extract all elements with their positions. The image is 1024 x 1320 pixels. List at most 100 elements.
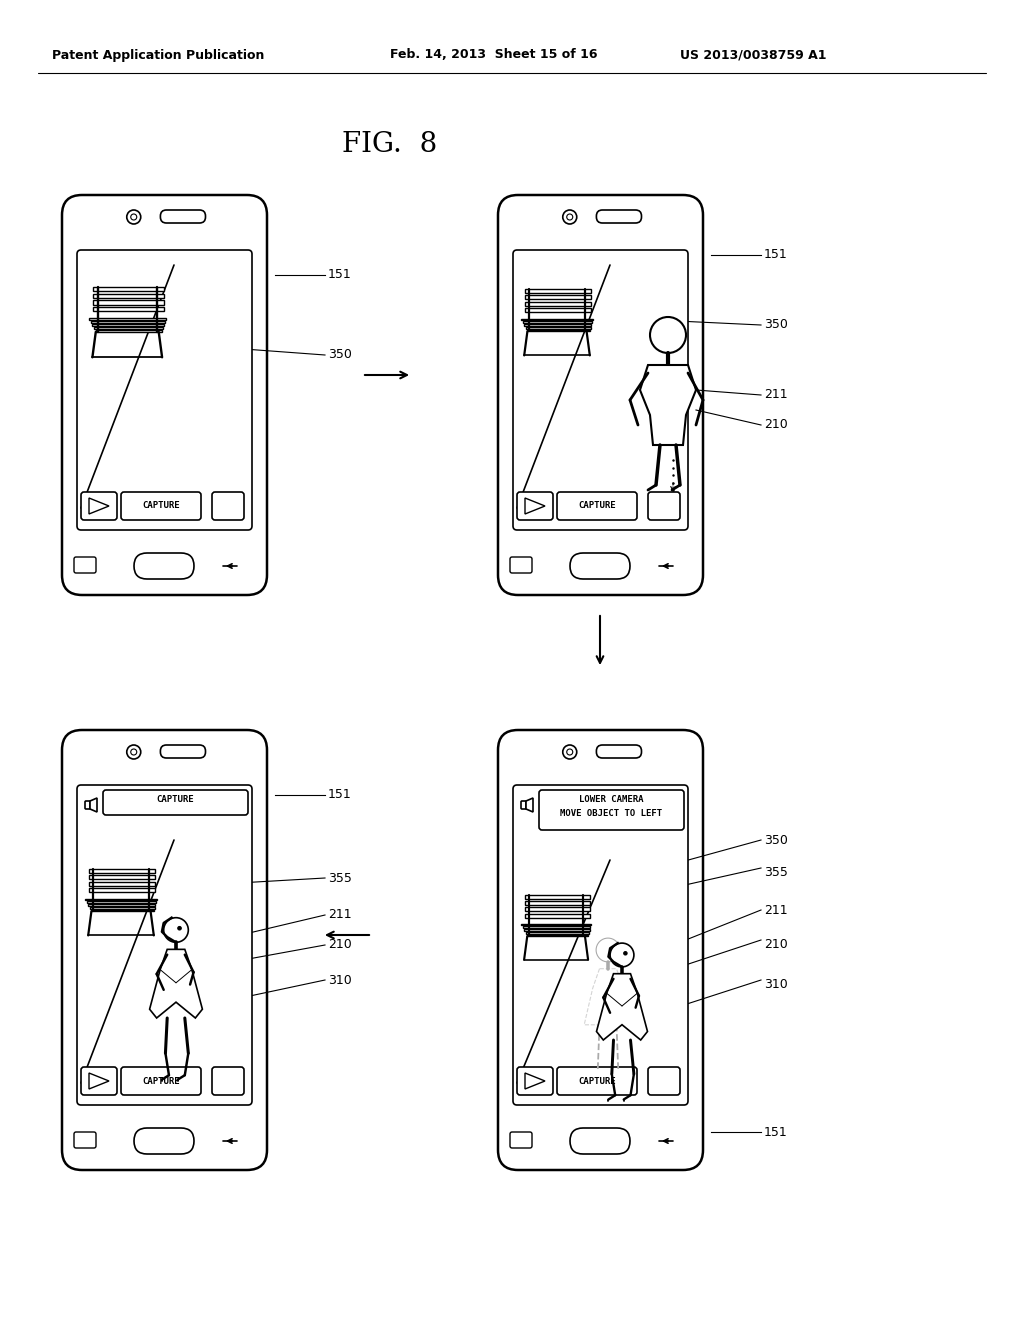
FancyBboxPatch shape [517, 1067, 553, 1096]
Circle shape [610, 942, 634, 966]
Text: LOWER CAMERA: LOWER CAMERA [580, 795, 644, 804]
FancyBboxPatch shape [77, 785, 252, 1105]
FancyBboxPatch shape [517, 492, 553, 520]
Text: 350: 350 [328, 348, 352, 362]
FancyBboxPatch shape [648, 1067, 680, 1096]
Polygon shape [87, 902, 157, 903]
FancyBboxPatch shape [513, 249, 688, 531]
FancyBboxPatch shape [161, 210, 206, 223]
FancyBboxPatch shape [596, 744, 641, 758]
Polygon shape [89, 318, 166, 319]
Polygon shape [525, 1073, 545, 1089]
Polygon shape [525, 902, 590, 906]
Polygon shape [89, 882, 156, 886]
Polygon shape [525, 289, 592, 293]
Polygon shape [525, 296, 592, 300]
Polygon shape [525, 327, 591, 329]
Circle shape [566, 748, 572, 755]
Circle shape [563, 744, 577, 759]
Polygon shape [525, 932, 589, 933]
FancyBboxPatch shape [62, 730, 267, 1170]
Polygon shape [96, 330, 162, 331]
FancyBboxPatch shape [121, 1067, 201, 1096]
FancyBboxPatch shape [81, 1067, 117, 1096]
Text: FIG.  8: FIG. 8 [342, 132, 437, 158]
FancyBboxPatch shape [212, 492, 244, 520]
Polygon shape [94, 327, 163, 329]
Polygon shape [522, 927, 591, 928]
Polygon shape [524, 325, 592, 326]
Polygon shape [88, 904, 156, 906]
Text: 151: 151 [328, 268, 352, 281]
Text: 350: 350 [764, 318, 787, 331]
Polygon shape [524, 929, 590, 931]
Text: 151: 151 [328, 788, 352, 801]
FancyBboxPatch shape [74, 557, 96, 573]
FancyBboxPatch shape [74, 1133, 96, 1148]
Polygon shape [93, 286, 164, 290]
Polygon shape [526, 799, 534, 812]
FancyBboxPatch shape [521, 801, 526, 809]
Polygon shape [89, 498, 109, 513]
Text: 210: 210 [764, 939, 787, 952]
Polygon shape [527, 330, 590, 331]
FancyBboxPatch shape [121, 492, 201, 520]
Circle shape [624, 952, 627, 954]
Text: Patent Application Publication: Patent Application Publication [52, 49, 264, 62]
Circle shape [164, 917, 188, 942]
Polygon shape [527, 935, 588, 936]
FancyBboxPatch shape [134, 1129, 194, 1154]
Polygon shape [525, 308, 592, 313]
Polygon shape [522, 321, 592, 323]
FancyBboxPatch shape [212, 1067, 244, 1096]
Polygon shape [90, 799, 97, 812]
Circle shape [131, 214, 137, 220]
Circle shape [127, 744, 140, 759]
FancyBboxPatch shape [498, 730, 703, 1170]
Polygon shape [89, 888, 156, 892]
Text: CAPTURE: CAPTURE [579, 502, 615, 511]
Circle shape [596, 939, 620, 962]
FancyBboxPatch shape [498, 195, 703, 595]
Text: 210: 210 [328, 939, 352, 952]
Text: 350: 350 [764, 833, 787, 846]
FancyBboxPatch shape [570, 553, 630, 579]
Polygon shape [89, 1073, 109, 1089]
Text: MOVE OBJECT TO LEFT: MOVE OBJECT TO LEFT [560, 808, 663, 817]
Polygon shape [525, 895, 590, 899]
FancyBboxPatch shape [539, 789, 684, 830]
Circle shape [127, 210, 140, 224]
Polygon shape [93, 301, 164, 305]
Polygon shape [92, 325, 164, 326]
FancyBboxPatch shape [510, 557, 532, 573]
FancyBboxPatch shape [557, 1067, 637, 1096]
Polygon shape [93, 293, 164, 298]
Polygon shape [91, 909, 154, 911]
Text: 211: 211 [328, 908, 351, 921]
Text: 355: 355 [328, 871, 352, 884]
Polygon shape [89, 875, 156, 879]
Polygon shape [521, 924, 591, 925]
Text: CAPTURE: CAPTURE [579, 1077, 615, 1085]
Text: CAPTURE: CAPTURE [142, 502, 180, 511]
Text: CAPTURE: CAPTURE [142, 1077, 180, 1085]
Circle shape [563, 210, 577, 224]
Circle shape [566, 214, 572, 220]
Text: Feb. 14, 2013  Sheet 15 of 16: Feb. 14, 2013 Sheet 15 of 16 [390, 49, 597, 62]
Text: 151: 151 [764, 1126, 787, 1138]
Polygon shape [521, 318, 593, 321]
Text: CAPTURE: CAPTURE [157, 795, 195, 804]
FancyBboxPatch shape [161, 744, 206, 758]
FancyBboxPatch shape [134, 553, 194, 579]
FancyBboxPatch shape [81, 492, 117, 520]
Polygon shape [90, 907, 155, 908]
Polygon shape [525, 913, 590, 917]
Polygon shape [89, 869, 156, 873]
Polygon shape [525, 498, 545, 513]
Circle shape [131, 748, 137, 755]
FancyBboxPatch shape [648, 492, 680, 520]
Polygon shape [150, 949, 203, 1018]
Polygon shape [597, 974, 647, 1040]
Polygon shape [525, 302, 592, 306]
Circle shape [178, 927, 181, 931]
